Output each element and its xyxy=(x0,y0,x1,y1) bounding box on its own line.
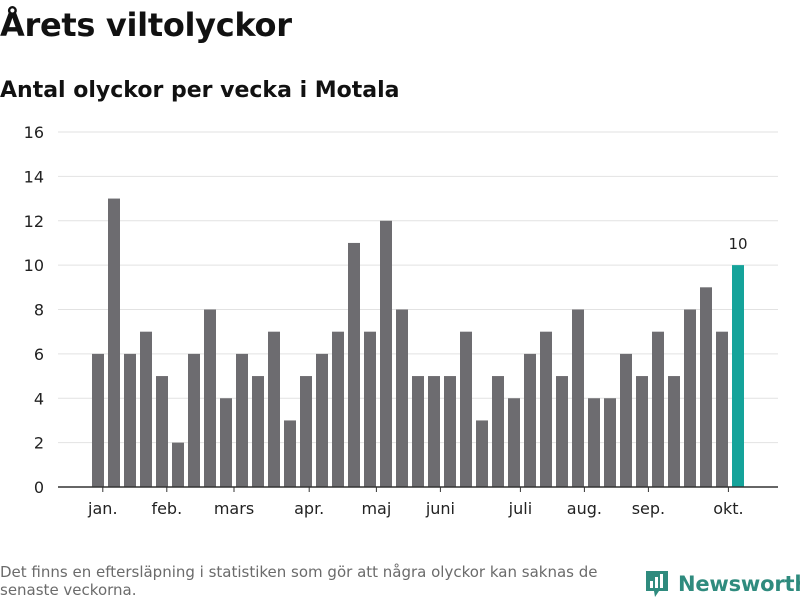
bar xyxy=(172,442,184,487)
bar xyxy=(252,376,264,487)
y-tick-label: 10 xyxy=(24,256,44,275)
bar xyxy=(412,376,424,487)
bar xyxy=(236,353,248,487)
y-tick-label: 12 xyxy=(24,212,44,231)
bar xyxy=(588,398,600,487)
data-label: 10 xyxy=(728,235,747,253)
bar xyxy=(460,331,472,487)
bar xyxy=(668,376,680,487)
bar xyxy=(476,420,488,487)
bar xyxy=(92,353,104,487)
bar xyxy=(284,420,296,487)
bar xyxy=(492,376,504,487)
y-axis-ticks: 0 2 4 6 8 10 12 14 16 xyxy=(24,123,44,497)
bar xyxy=(124,353,136,487)
bar xyxy=(204,309,216,487)
x-tick-label: jan. xyxy=(87,499,117,518)
bar xyxy=(556,376,568,487)
bar xyxy=(364,331,376,487)
bar xyxy=(156,376,168,487)
x-tick-label: apr. xyxy=(294,499,324,518)
x-tick-label: juni xyxy=(425,499,455,518)
footnote: Det finns en eftersläpning i statistiken… xyxy=(0,563,598,599)
bar xyxy=(684,309,696,487)
bar xyxy=(108,198,120,487)
x-axis-ticks: jan. feb. mars apr. maj juni juli aug. sep. okt. xyxy=(87,487,744,518)
bar xyxy=(508,398,520,487)
grid-lines xyxy=(58,131,778,444)
bar xyxy=(396,309,408,487)
bar xyxy=(188,353,200,487)
bar xyxy=(316,353,328,487)
x-tick-label: juli xyxy=(508,499,532,518)
y-tick-label: 4 xyxy=(34,389,44,408)
brand[interactable]: Newsworthy xyxy=(644,569,800,599)
bar xyxy=(636,376,648,487)
x-tick-label: sep. xyxy=(632,499,665,518)
bar xyxy=(444,376,456,487)
y-tick-label: 8 xyxy=(34,301,44,320)
x-tick-label: mars xyxy=(214,499,254,518)
bar xyxy=(716,331,728,487)
bar xyxy=(604,398,616,487)
y-tick-label: 16 xyxy=(24,123,44,142)
bar xyxy=(332,331,344,487)
chart-title: Årets viltolyckor xyxy=(0,6,292,44)
bar xyxy=(620,353,632,487)
bar xyxy=(428,376,440,487)
chart-subtitle: Antal olyckor per vecka i Motala xyxy=(0,78,400,103)
bar xyxy=(220,398,232,487)
newsworthy-logo-icon xyxy=(646,571,668,597)
x-tick-label: maj xyxy=(361,499,391,518)
y-tick-label: 2 xyxy=(34,434,44,453)
bar xyxy=(524,353,536,487)
x-tick-label: feb. xyxy=(151,499,182,518)
x-tick-label: aug. xyxy=(567,499,602,518)
bar xyxy=(540,331,552,487)
bar xyxy=(700,287,712,487)
x-tick-label: okt. xyxy=(713,499,743,518)
bar xyxy=(348,242,360,487)
data-labels: 10 xyxy=(728,235,747,253)
bar xyxy=(380,220,392,487)
bar-highlight xyxy=(732,265,744,487)
bars xyxy=(92,198,744,487)
y-tick-label: 14 xyxy=(24,167,44,186)
bar xyxy=(300,376,312,487)
bar xyxy=(268,331,280,487)
bar xyxy=(140,331,152,487)
bar-chart: 0 2 4 6 8 10 12 14 16 10 jan. feb. mars apr. maj juni… xyxy=(24,123,778,518)
brand-name: Newsworthy xyxy=(678,572,800,596)
y-tick-label: 6 xyxy=(34,345,44,364)
bar xyxy=(572,309,584,487)
bar xyxy=(652,331,664,487)
y-tick-label: 0 xyxy=(34,478,44,497)
